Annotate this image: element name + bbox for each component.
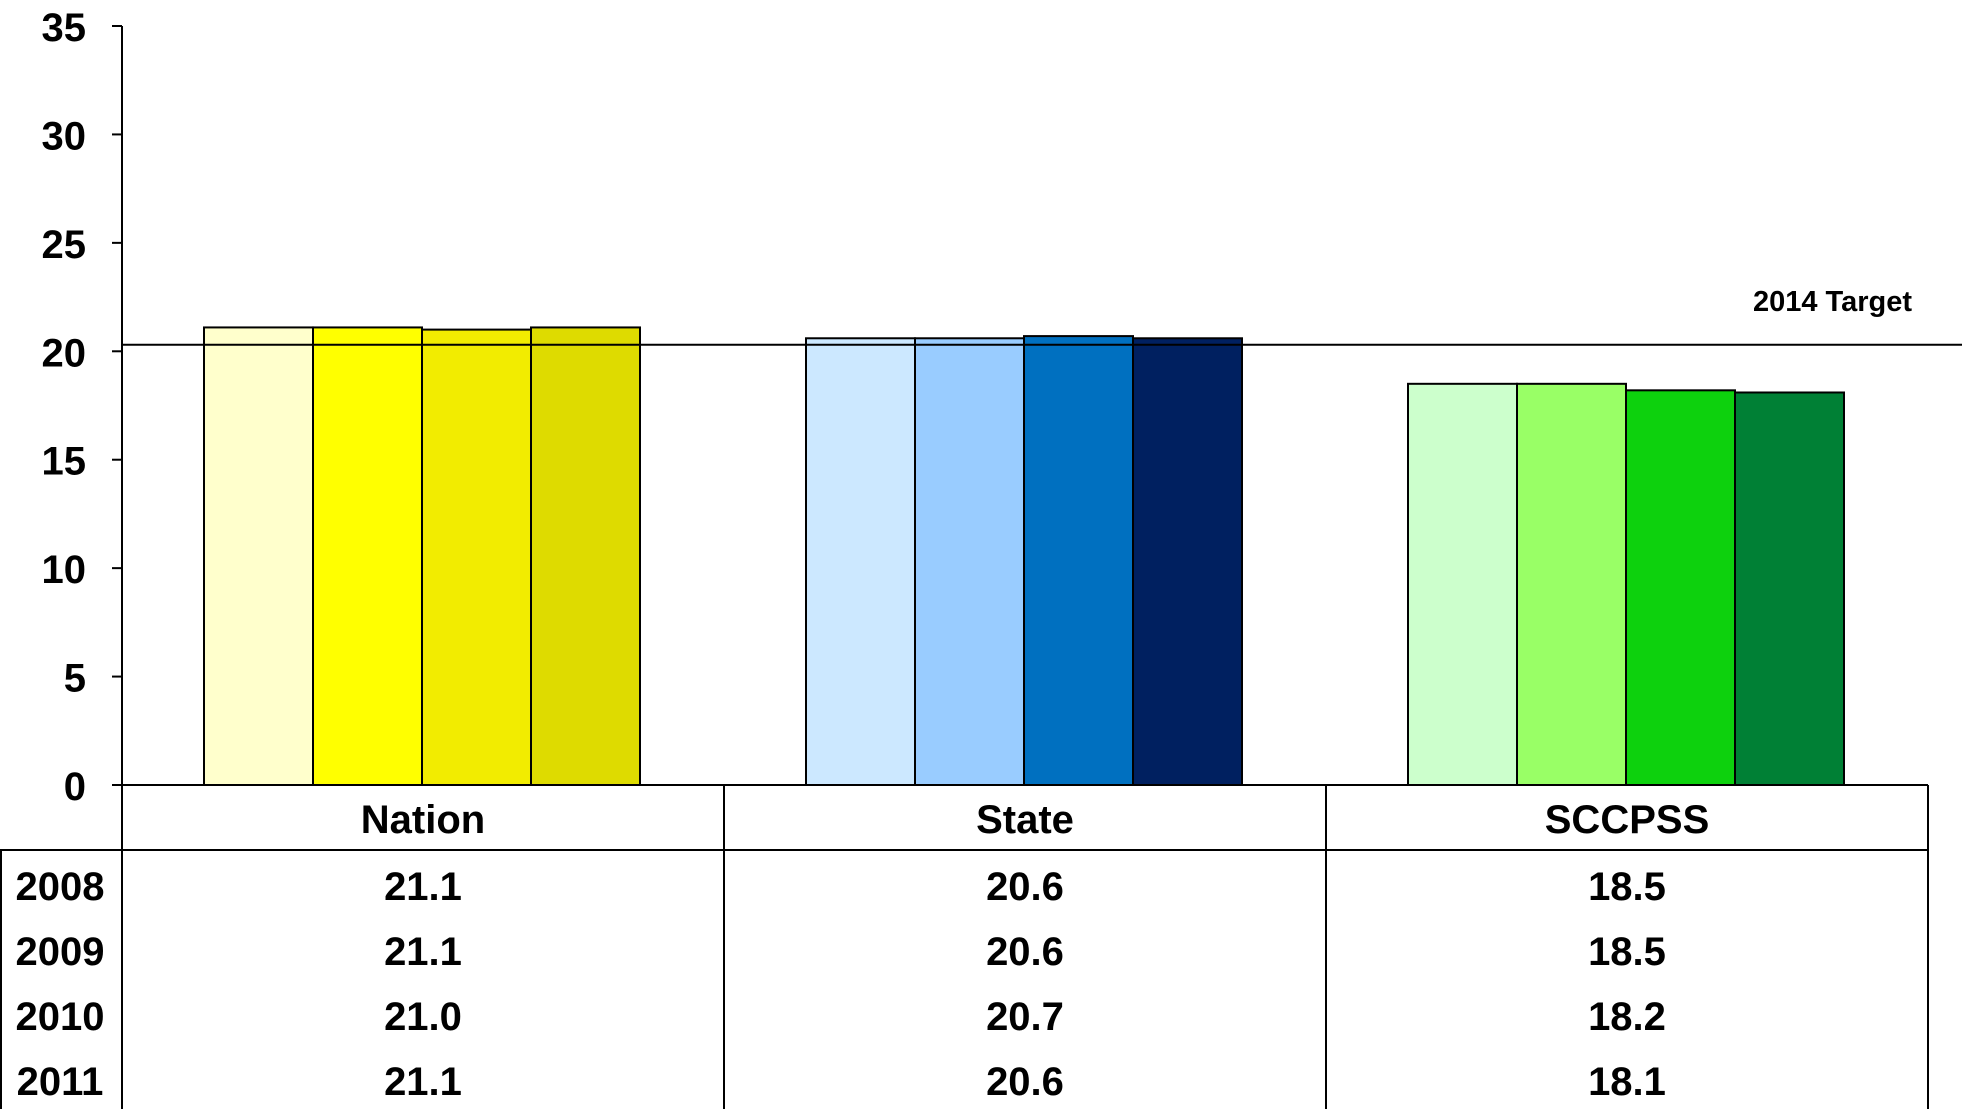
table-cell: 21.0 [384,995,462,1039]
y-tick-label: 0 [64,765,86,809]
bar-state-2011 [1132,337,1243,786]
table-cell: 18.5 [1588,865,1666,909]
table-cell: 18.1 [1588,1060,1666,1104]
table-row-label: 2008 [16,865,105,909]
category-label: SCCPSS [1545,798,1710,842]
y-tick-label: 20 [42,331,87,375]
bar-state-2010 [1023,335,1134,786]
bar-nation-2010 [421,328,532,786]
bar-nation-2009 [312,326,423,786]
y-tick-label: 5 [64,657,86,701]
target-label: 2014 Target [1753,286,1912,318]
bar-sccpss-2010 [1625,389,1736,786]
y-axis: 0 5 10 15 20 25 30 35 [42,6,123,809]
bar-nation-2008 [203,326,314,786]
bar-nation-2011 [530,326,641,786]
y-tick-label: 15 [42,440,87,484]
table-row-label: 2009 [16,930,105,974]
bar-sccpss-2008 [1407,382,1518,786]
table-cell: 20.7 [986,995,1064,1039]
category-label: Nation [361,798,485,842]
target-line-group: 2014 Target [122,286,1962,346]
y-tick-label: 25 [42,223,87,267]
table-cell: 18.5 [1588,930,1666,974]
bar-sccpss-2009 [1516,382,1627,786]
y-tick-label: 35 [42,6,87,50]
table-cell: 20.6 [986,865,1064,909]
data-table: Nation State SCCPSS 2008 21.1 20.6 18.5 2009 21.… [0,784,1929,1109]
table-cell: 21.1 [384,1060,462,1104]
bar-sccpss-2011 [1734,391,1845,786]
table-cell: 21.1 [384,865,462,909]
category-label: State [976,798,1074,842]
table-cell: 18.2 [1588,995,1666,1039]
table-row-label: 2011 [17,1060,104,1104]
table-cell: 21.1 [384,930,462,974]
bar-state-2008 [805,337,916,786]
table-cell: 20.6 [986,930,1064,974]
bars [203,326,1845,786]
table-cell: 20.6 [986,1060,1064,1104]
y-tick-label: 30 [42,114,87,158]
bar-state-2009 [914,337,1025,786]
table-row-label: 2010 [16,995,105,1039]
y-tick-label: 10 [42,548,87,592]
